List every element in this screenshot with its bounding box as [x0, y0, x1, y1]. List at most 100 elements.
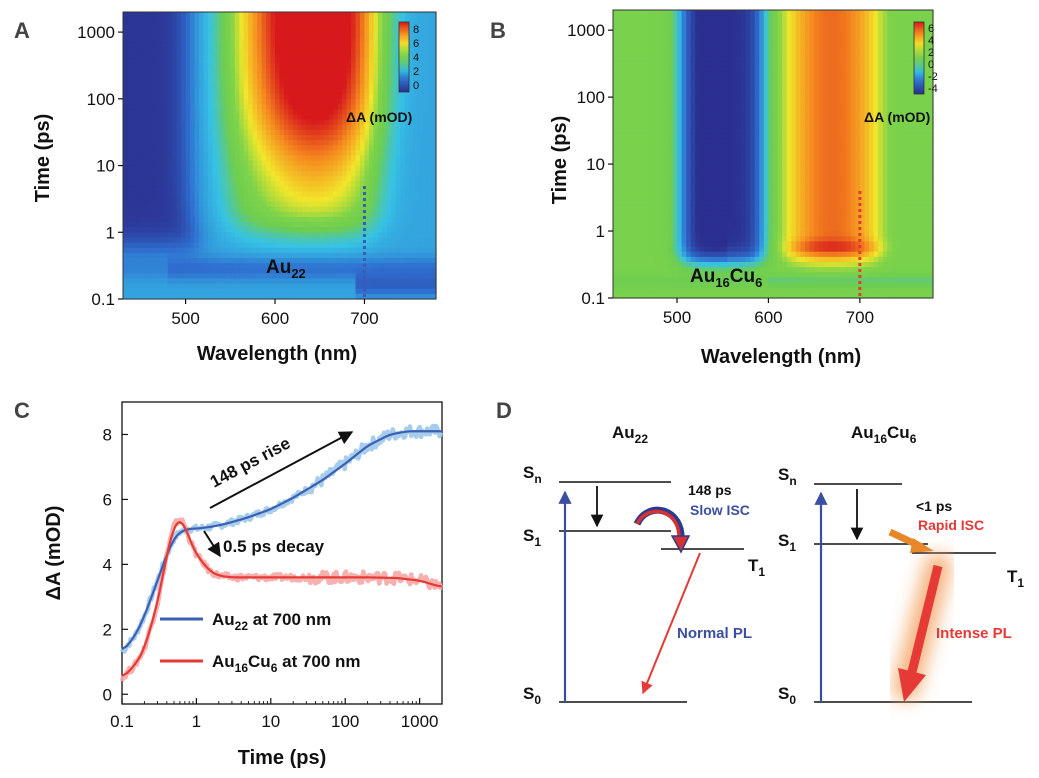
heatmap-cell — [635, 102, 642, 109]
heatmap-cell — [266, 288, 272, 295]
heatmap-cell — [239, 217, 245, 223]
heatmap-cell — [431, 78, 437, 85]
heatmap-cell — [140, 191, 146, 198]
heatmap-cell — [163, 273, 169, 280]
heatmap-cell — [635, 143, 642, 150]
heatmap-cell — [355, 129, 361, 136]
heatmap-cell — [279, 109, 285, 116]
heatmap-cell — [631, 246, 637, 253]
heatmap-cell — [163, 191, 169, 198]
heatmap-cell — [270, 17, 276, 23]
heatmap-cell — [212, 170, 218, 177]
heatmap-cell — [377, 37, 383, 44]
heatmap-cell — [172, 217, 178, 223]
heatmap-cell — [176, 278, 182, 285]
heatmap-cell — [315, 242, 321, 249]
heatmap-cell — [221, 293, 227, 300]
heatmap-cell — [672, 215, 678, 222]
heatmap-cell — [190, 217, 196, 223]
heatmap-cell — [248, 268, 254, 274]
heatmap-cell — [172, 227, 178, 233]
heatmap-cell — [275, 58, 281, 64]
heatmap-cell — [391, 88, 397, 95]
heatmap-cell — [686, 226, 692, 232]
heatmap-cell — [176, 273, 182, 280]
heatmap-cell — [194, 273, 200, 280]
heatmap-cell — [145, 191, 151, 198]
y-tick-label: 1000 — [77, 23, 115, 42]
heatmap-cell — [359, 237, 366, 244]
heatmap-cell — [145, 37, 151, 44]
heatmap-cell — [149, 155, 155, 162]
heatmap-cell — [257, 73, 263, 80]
heatmap-cell — [613, 87, 619, 93]
heatmap-cell — [368, 247, 374, 254]
heatmap-cell — [658, 35, 664, 42]
heatmap-cell — [199, 22, 205, 28]
heatmap-cell — [418, 191, 424, 198]
heatmap-cell — [252, 170, 258, 177]
heatmap-cell — [131, 88, 138, 95]
heatmap-cell — [364, 78, 370, 85]
heatmap-cell — [172, 63, 178, 69]
heatmap-cell — [199, 63, 205, 69]
heatmap-cell — [297, 42, 303, 49]
heatmap-cell — [404, 258, 410, 264]
heatmap-cell — [640, 195, 646, 201]
heatmap-cell — [203, 263, 209, 269]
heatmap-cell — [301, 206, 307, 213]
heatmap-cell — [324, 32, 330, 39]
heatmap-cell — [613, 10, 619, 16]
heatmap-cell — [373, 42, 379, 49]
heatmap-cell — [297, 247, 303, 254]
heatmap-cell — [203, 47, 209, 54]
heatmap-cell — [275, 252, 281, 259]
heatmap-cell — [690, 195, 696, 201]
heatmap-cell — [635, 292, 642, 299]
heatmap-cell — [409, 78, 415, 85]
heatmap-cell — [315, 181, 321, 187]
heatmap-cell — [158, 237, 164, 244]
heatmap-cell — [181, 37, 187, 44]
heatmap-cell — [626, 112, 632, 119]
heatmap-cell — [216, 58, 222, 64]
heatmap-cell — [690, 241, 696, 248]
heatmap-cell — [167, 27, 173, 34]
heatmap-cell — [301, 42, 307, 49]
heatmap-cell — [373, 83, 379, 90]
heatmap-cell — [158, 150, 164, 157]
heatmap-cell — [373, 247, 379, 254]
heatmap-cell — [283, 47, 290, 54]
heatmap-cell — [163, 129, 169, 136]
heatmap-cell — [190, 237, 196, 244]
heatmap-cell — [672, 231, 678, 237]
heatmap-cell — [154, 155, 160, 162]
heatmap-cell — [649, 56, 655, 63]
heatmap-cell — [654, 107, 660, 114]
heatmap-cell — [167, 155, 173, 162]
heatmap-cell — [292, 258, 298, 264]
heatmap-cell — [386, 242, 392, 249]
heatmap-cell — [418, 155, 424, 162]
heatmap-cell — [131, 83, 138, 90]
heatmap-cell — [136, 68, 142, 75]
heatmap-cell — [359, 58, 366, 64]
heatmap-cell — [373, 58, 379, 64]
heatmap-cell — [248, 68, 254, 75]
heatmap-cell — [640, 282, 646, 289]
heatmap-cell — [319, 155, 325, 162]
heatmap-cell — [288, 83, 294, 90]
heatmap-cell — [243, 99, 249, 105]
heatmap-cell — [140, 145, 146, 151]
heatmap-cell — [167, 17, 173, 23]
heatmap-cell — [631, 226, 637, 232]
heatmap-cell — [297, 268, 303, 274]
heatmap-cell — [395, 99, 401, 105]
heatmap-cell — [346, 135, 352, 141]
heatmap-cell — [672, 267, 678, 273]
heatmap-cell — [288, 47, 294, 54]
heatmap-cell — [207, 12, 214, 18]
heatmap-cell — [203, 222, 209, 228]
heatmap-cell — [626, 76, 632, 83]
heatmap-cell — [172, 114, 178, 121]
